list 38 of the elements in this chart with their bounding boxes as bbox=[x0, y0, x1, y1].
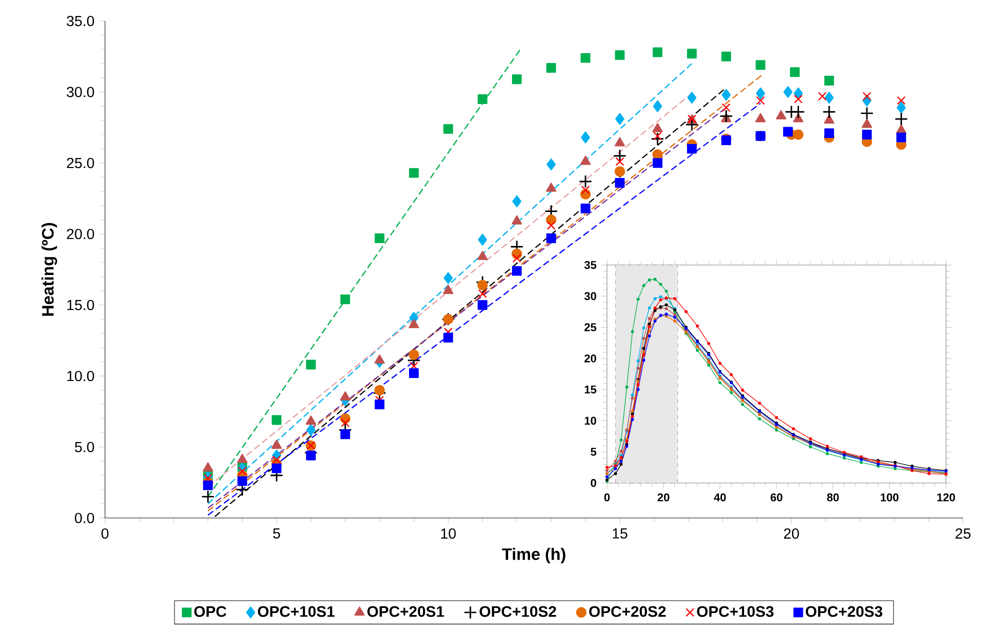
y-tick-label: 20 bbox=[584, 354, 596, 362]
y-tick-label: 5 bbox=[590, 448, 596, 456]
y-tick-label: 25 bbox=[584, 323, 596, 332]
legend-label: OPC+10S1 bbox=[258, 606, 335, 617]
y-tick-label: 25.0 bbox=[66, 158, 94, 168]
y-tick-label: 0.0 bbox=[74, 512, 94, 524]
x-tick-label: 20 bbox=[658, 493, 670, 502]
legend-label: OPC+20S1 bbox=[367, 606, 444, 617]
legend-label: OPC+20S3 bbox=[806, 606, 882, 617]
y-tick-label: 15 bbox=[584, 386, 596, 394]
x-tick-label: 20 bbox=[784, 528, 799, 539]
x-tick-label: 15 bbox=[612, 528, 628, 539]
y-tick-label: 5.0 bbox=[74, 442, 94, 452]
x-tick-label: 10 bbox=[441, 528, 456, 539]
x-tick-label: 0 bbox=[604, 493, 610, 502]
x-tick-label: 120 bbox=[937, 493, 955, 502]
x-axis-title: Time (h) bbox=[502, 548, 566, 564]
x-tick-label: 5 bbox=[273, 528, 280, 539]
y-tick-label: 20.0 bbox=[66, 228, 94, 240]
x-tick-label: 0 bbox=[102, 528, 108, 539]
x-tick-label: 40 bbox=[714, 493, 726, 502]
x-tick-label: 25 bbox=[956, 528, 971, 539]
y-tick-label: 10 bbox=[584, 416, 596, 425]
y-tick-label: 35.0 bbox=[66, 16, 94, 26]
y-tick-label: 0 bbox=[590, 479, 596, 487]
legend-label: OPC bbox=[194, 606, 226, 617]
y-tick-label: 15.0 bbox=[67, 300, 94, 310]
legend-label: OPC+20S2 bbox=[589, 606, 666, 617]
x-tick-label: 100 bbox=[880, 493, 898, 502]
x-tick-label: 80 bbox=[827, 493, 839, 502]
y-tick-label: 35 bbox=[584, 261, 596, 269]
y-tick-label: 10.0 bbox=[67, 370, 94, 382]
legend-label: OPC+10S2 bbox=[480, 606, 556, 617]
y-axis-title: Heating (ºC) bbox=[42, 223, 58, 316]
legend-label: OPC+10S3 bbox=[697, 606, 774, 617]
x-tick-label: 60 bbox=[770, 493, 782, 502]
y-tick-label: 30 bbox=[584, 292, 596, 300]
y-tick-label: 30.0 bbox=[66, 86, 94, 98]
